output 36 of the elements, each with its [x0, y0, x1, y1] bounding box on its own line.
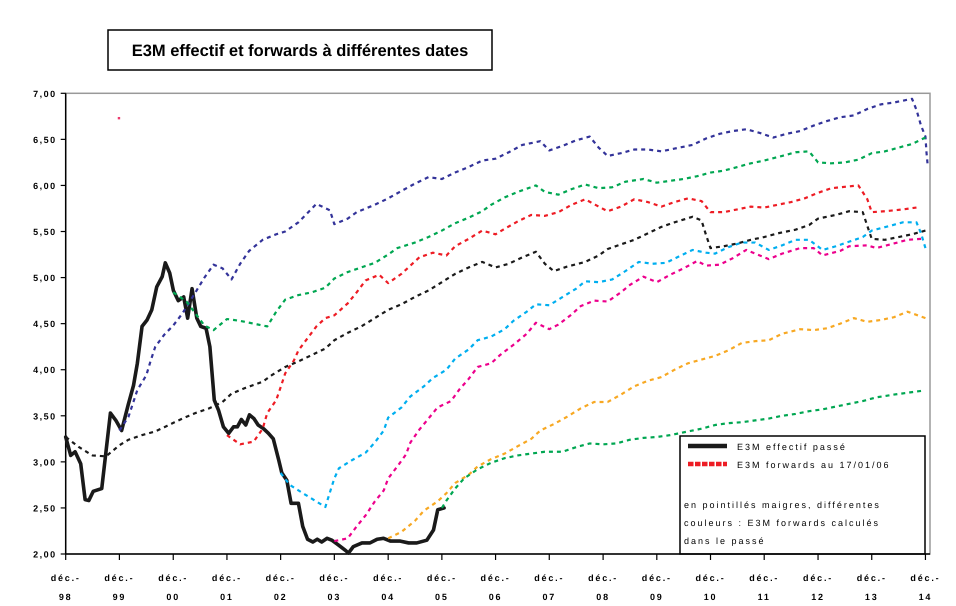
line-series	[118, 98, 929, 432]
line-series	[440, 390, 922, 510]
y-tick-label: 7,00	[33, 88, 57, 99]
x-tick-label: déc.- 07	[534, 573, 564, 602]
x-tick-label: déc.- 99	[104, 573, 134, 602]
x-tick-label: déc.- 03	[319, 573, 350, 602]
x-tick-label: déc.- 10	[695, 573, 726, 602]
x-tick-label: déc.- 06	[480, 573, 511, 602]
x-tick-label: déc.- 02	[266, 573, 296, 602]
legend-label: E3M forwards au 17/01/06	[737, 460, 891, 470]
line-series	[172, 136, 927, 332]
legend-label: E3M effectif passé	[737, 442, 847, 452]
line-series	[280, 221, 927, 508]
y-tick-label: 4,00	[33, 365, 57, 376]
x-tick-label: déc.- 11	[749, 573, 780, 602]
y-tick-label: 2,00	[33, 550, 57, 560]
x-tick-label: déc.- 09	[642, 573, 672, 602]
y-tick-label: 2,50	[33, 503, 57, 514]
chart-title: E3M effectif et forwards à différentes dates	[132, 42, 468, 60]
y-tick-label: 4,50	[33, 319, 57, 330]
x-tick-label: déc.- 14	[910, 573, 940, 602]
x-tick-label: déc.- 98	[50, 573, 81, 602]
y-tick-label: 3,50	[33, 411, 57, 422]
x-tick-label: déc.- 04	[373, 573, 404, 602]
y-tick-label: 5,00	[33, 273, 57, 284]
x-tick-label: déc.- 12	[803, 573, 834, 602]
y-tick-label: 6,50	[33, 134, 57, 145]
y-tick-label: 3,00	[33, 457, 57, 468]
y-tick-label: 5,50	[33, 227, 57, 238]
x-tick-label: déc.- 00	[158, 573, 188, 602]
y-tick-label: 6,00	[33, 180, 57, 191]
annotation: en pointillés maigres, différentes couleurs : E3M forwards calculés dans le passé	[684, 500, 881, 546]
x-tick-label: déc.- 05	[426, 573, 457, 602]
x-tick-label: déc.- 08	[588, 573, 618, 602]
x-tick-label: déc.- 01	[212, 573, 242, 602]
x-tick-label: déc.- 13	[856, 573, 887, 602]
